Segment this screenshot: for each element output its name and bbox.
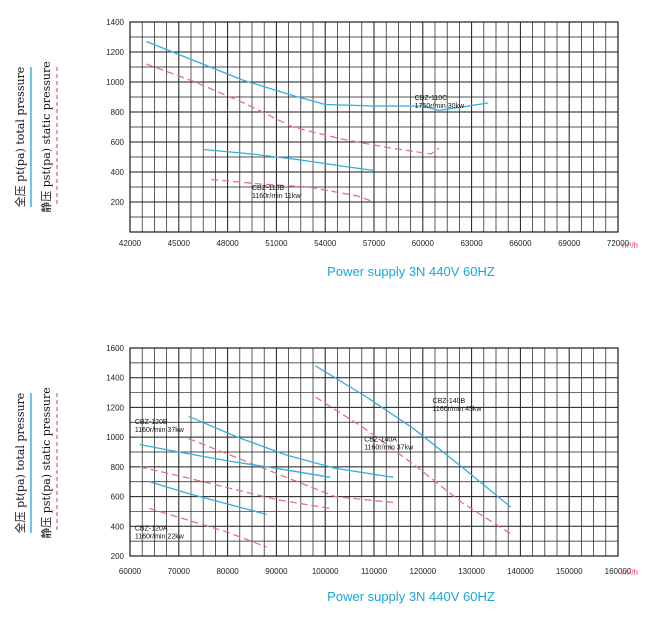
x-tick-label: 57000 [363, 239, 386, 248]
power-supply-caption: Power supply 3N 440V 60HZ [327, 264, 495, 279]
x-tick-label: 150000 [556, 567, 583, 576]
plot-frame [129, 347, 619, 557]
grid [129, 21, 619, 233]
x-tick-label: 51000 [265, 239, 288, 248]
x-tick-label: 120000 [409, 567, 436, 576]
series-cbz-140a-total [188, 415, 394, 478]
y-tick-label: 1400 [106, 18, 124, 27]
curve-annotation: CBZ-110C 1750r/min 30kw [415, 95, 465, 110]
x-tick-label: 63000 [460, 239, 483, 248]
x-unit-label: m³/h [622, 241, 638, 250]
x-tick-label: 80000 [216, 567, 239, 576]
series-cbz-140b-static [315, 396, 511, 535]
series-cbz-110c-static [146, 63, 440, 155]
curve-annotation: CBZ-120A 1160r/min 22kw [135, 526, 185, 541]
series-cbz-120b-total [139, 443, 331, 478]
curve-annotation: CBZ-140A 1160r/min 37kw [364, 437, 414, 452]
x-tick-label: 90000 [265, 567, 288, 576]
x-tick-label: 42000 [119, 239, 142, 248]
x-tick-label: 70000 [168, 567, 191, 576]
series-cbz-120a-static [149, 507, 267, 548]
power-supply-caption: Power supply 3N 440V 60HZ [327, 589, 495, 604]
series-cbz-110b-total [203, 148, 375, 172]
x-tick-label: 60000 [412, 239, 435, 248]
y-tick-label: 1400 [106, 374, 124, 383]
chart-1: 42000 45000 48000 51000 54000 57000 60000 63000… [13, 18, 638, 279]
y-tick-label: 200 [111, 198, 125, 207]
curve-annotation: CBZ-120B 1160r/min 37kw [135, 419, 185, 434]
y-label-static: 静压 pst(pa) static pressure [39, 387, 53, 538]
x-tick-label: 66000 [509, 239, 532, 248]
x-tick-label: 110000 [361, 567, 388, 576]
y-label-static: 静压 pst(pa) static pressure [39, 61, 53, 212]
y-tick-label: 800 [111, 463, 125, 472]
y-tick-label: 200 [111, 552, 125, 561]
x-tick-label: 100000 [312, 567, 339, 576]
chart-2: 60000 70000 80000 90000 100000 110000 120000 13… [13, 344, 638, 604]
plot-frame [129, 21, 619, 233]
y-label-total: 全压 pt(pa) total pressure [13, 393, 27, 534]
y-tick-label: 1000 [106, 433, 124, 442]
x-tick-label: 48000 [216, 239, 239, 248]
y-tick-label: 1200 [106, 403, 124, 412]
series-cbz-140a-static [188, 437, 394, 504]
series-cbz-110c-total [146, 40, 488, 112]
x-tick-label: 60000 [119, 567, 142, 576]
grid [129, 347, 619, 557]
y-tick-label: 1000 [106, 78, 124, 87]
x-tick-label: 72000 [607, 239, 630, 248]
series-cbz-140b-total [315, 365, 512, 508]
series-cbz-120a-total [149, 481, 267, 516]
y-tick-label: 600 [111, 493, 125, 502]
y-tick-label: 1200 [106, 48, 124, 57]
x-tick-label: 69000 [558, 239, 581, 248]
x-tick-label: 54000 [314, 239, 337, 248]
x-unit-label: m³/h [622, 568, 638, 577]
x-tick-label: 45000 [168, 239, 191, 248]
y-tick-label: 600 [111, 138, 125, 147]
y-tick-label: 400 [111, 522, 125, 531]
y-tick-label: 800 [111, 108, 125, 117]
y-label-total: 全压 pt(pa) total pressure [13, 67, 27, 208]
curve-annotation: CBZ-140B 1160r/min 45kw [433, 398, 483, 413]
series-cbz-120b-static [139, 466, 331, 510]
x-tick-label: 130000 [458, 567, 485, 576]
y-tick-label: 400 [111, 168, 125, 177]
x-tick-label: 140000 [507, 567, 534, 576]
y-tick-label: 1600 [106, 344, 124, 353]
x-tick-label: 160000 [605, 567, 632, 576]
curve-annotation: CBZ-110B 1160r/min 11kw [252, 185, 301, 200]
